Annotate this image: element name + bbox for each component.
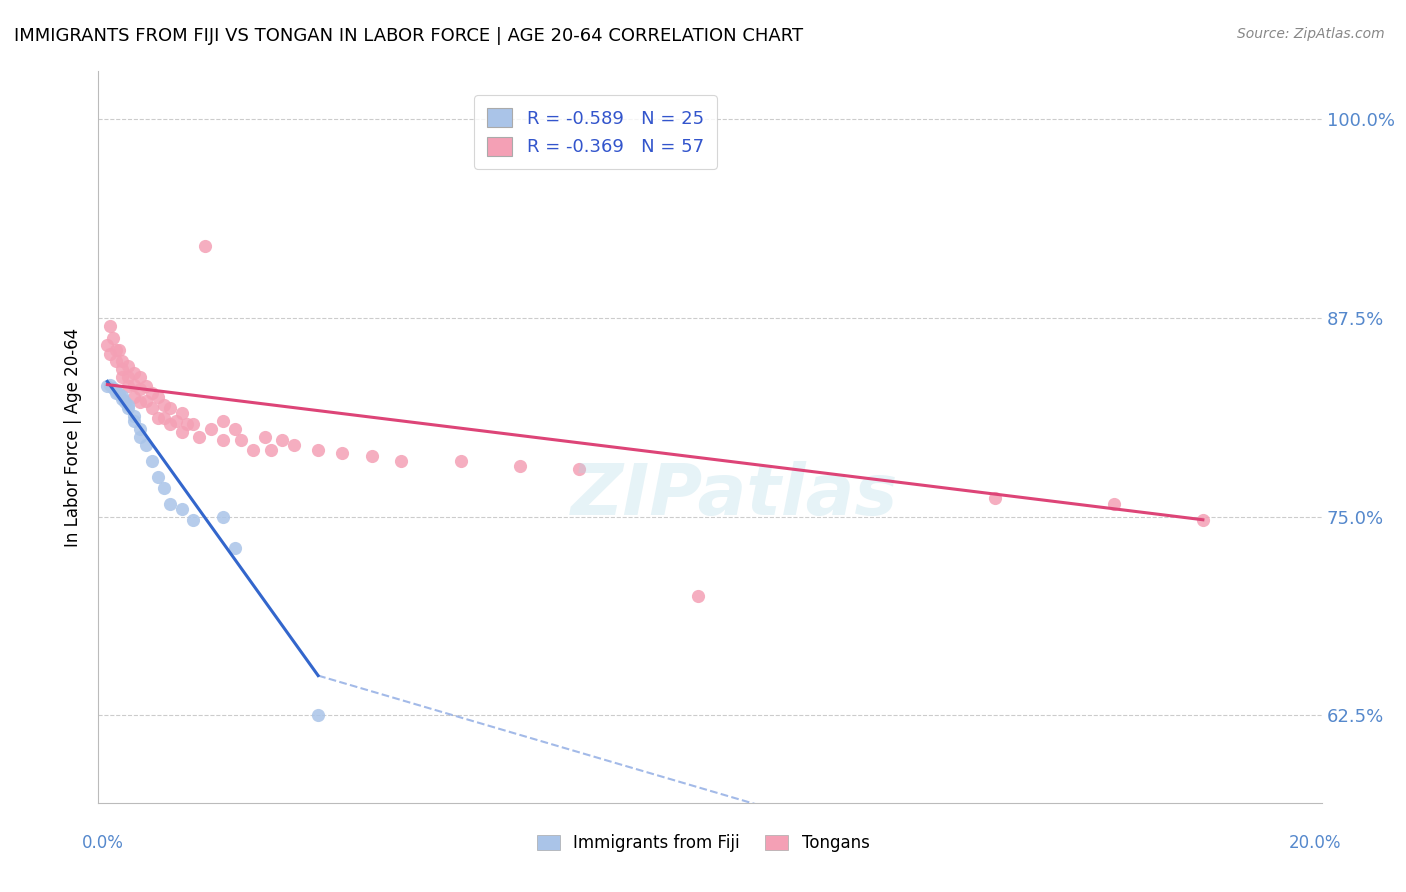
Point	[129, 369, 152, 384]
Point	[188, 430, 211, 444]
Text: Source: ZipAtlas.com: Source: ZipAtlas.com	[1237, 27, 1385, 41]
Point	[122, 414, 145, 428]
Point	[117, 398, 139, 412]
Point	[159, 417, 181, 432]
Point	[183, 513, 205, 527]
Point	[146, 390, 169, 404]
Point	[159, 401, 181, 416]
Point	[122, 367, 145, 381]
Point	[259, 442, 281, 457]
Point	[200, 422, 222, 436]
Point	[152, 411, 174, 425]
Point	[224, 422, 246, 436]
Point	[194, 239, 217, 253]
Point	[98, 347, 121, 361]
Point	[122, 409, 145, 424]
Point	[450, 454, 472, 468]
Point	[111, 361, 134, 376]
Legend: Immigrants from Fiji, Tongans: Immigrants from Fiji, Tongans	[530, 828, 876, 859]
Point	[117, 369, 139, 384]
Point	[568, 462, 591, 476]
Point	[271, 434, 294, 448]
Point	[141, 401, 163, 416]
Point	[105, 384, 128, 398]
Point	[98, 318, 121, 333]
Point	[114, 395, 136, 409]
Point	[103, 331, 125, 345]
Point	[111, 369, 134, 384]
Point	[108, 387, 131, 401]
Text: IMMIGRANTS FROM FIJI VS TONGAN IN LABOR FORCE | AGE 20-64 CORRELATION CHART: IMMIGRANTS FROM FIJI VS TONGAN IN LABOR …	[14, 27, 803, 45]
Point	[242, 442, 264, 457]
Point	[96, 338, 118, 352]
Point	[152, 398, 174, 412]
Point	[129, 395, 152, 409]
Point	[117, 401, 139, 416]
Point	[170, 425, 193, 440]
Point	[984, 491, 1007, 505]
Point	[135, 438, 157, 452]
Point	[146, 470, 169, 484]
Point	[176, 417, 198, 432]
Point	[129, 383, 152, 397]
Point	[103, 381, 125, 395]
Point	[111, 389, 134, 403]
Point	[1102, 497, 1125, 511]
Text: 0.0%: 0.0%	[82, 834, 124, 852]
Point	[159, 497, 181, 511]
Legend: R = -0.589   N = 25, R = -0.369   N = 57: R = -0.589 N = 25, R = -0.369 N = 57	[474, 95, 717, 169]
Point	[688, 589, 710, 603]
Point	[111, 353, 134, 368]
Point	[360, 449, 382, 463]
Point	[1192, 513, 1215, 527]
Point	[229, 434, 252, 448]
Point	[330, 446, 353, 460]
Point	[135, 379, 157, 393]
Point	[105, 353, 128, 368]
Y-axis label: In Labor Force | Age 20-64: In Labor Force | Age 20-64	[65, 327, 83, 547]
Point	[307, 442, 329, 457]
Point	[122, 377, 145, 392]
Point	[135, 393, 157, 408]
Point	[96, 379, 118, 393]
Point	[170, 501, 193, 516]
Text: ZIPatlas: ZIPatlas	[571, 461, 898, 530]
Point	[141, 385, 163, 400]
Point	[253, 430, 276, 444]
Point	[212, 434, 235, 448]
Point	[98, 377, 121, 392]
Point	[183, 417, 205, 432]
Point	[212, 509, 235, 524]
Point	[122, 390, 145, 404]
Point	[170, 406, 193, 420]
Point	[105, 385, 128, 400]
Point	[141, 454, 163, 468]
Point	[212, 414, 235, 428]
Point	[509, 458, 531, 473]
Point	[129, 422, 152, 436]
Point	[283, 438, 305, 452]
Point	[117, 359, 139, 373]
Point	[129, 430, 152, 444]
Point	[105, 343, 128, 357]
Point	[111, 392, 134, 406]
Point	[389, 454, 412, 468]
Point	[108, 343, 131, 357]
Point	[307, 708, 329, 723]
Point	[165, 414, 187, 428]
Point	[117, 379, 139, 393]
Point	[224, 541, 246, 556]
Point	[152, 481, 174, 495]
Point	[146, 411, 169, 425]
Text: 20.0%: 20.0%	[1288, 834, 1341, 852]
